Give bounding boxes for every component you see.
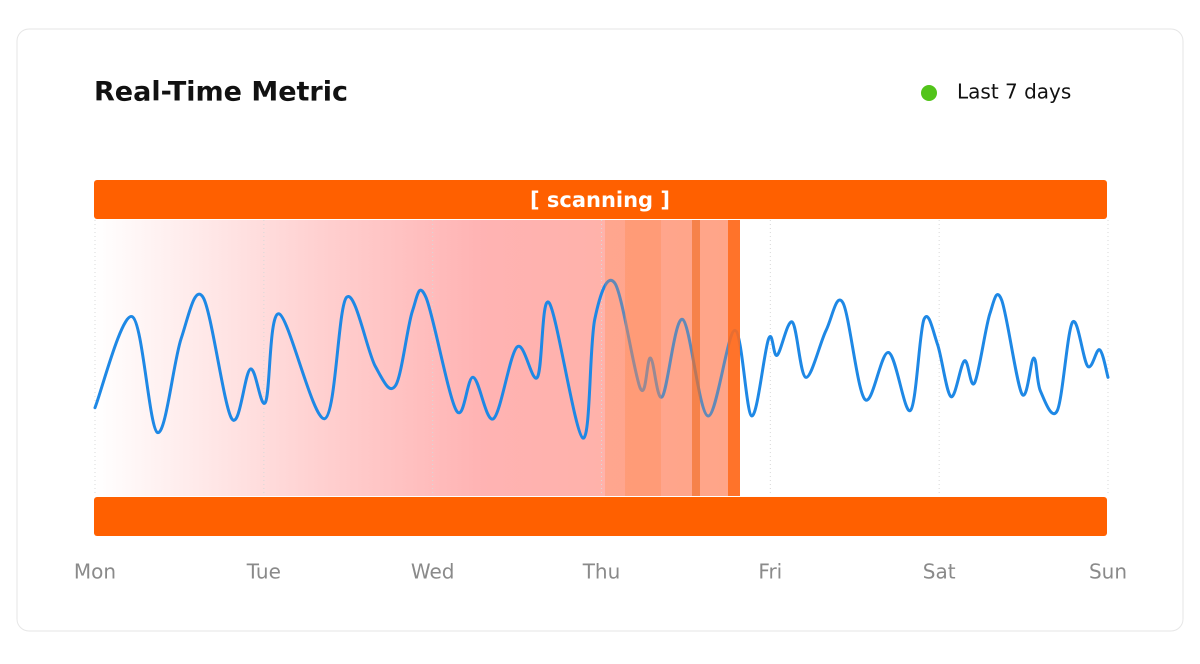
x-axis: Mon Tue Wed Thu Fri Sat Sun bbox=[74, 560, 1127, 584]
x-tick-label: Thu bbox=[582, 560, 621, 584]
scan-bands bbox=[605, 220, 740, 496]
x-tick-label: Sun bbox=[1089, 560, 1127, 584]
scan-bar bbox=[94, 497, 1107, 536]
scan-banner bbox=[94, 180, 1107, 219]
x-tick-label: Sat bbox=[923, 560, 956, 584]
x-tick-label: Mon bbox=[74, 560, 116, 584]
x-tick-label: Tue bbox=[246, 560, 281, 584]
annotation: [ scanning ] bbox=[530, 188, 670, 212]
x-tick-label: Wed bbox=[411, 560, 455, 584]
scan-band bbox=[728, 220, 740, 496]
x-tick-label: Fri bbox=[758, 560, 782, 584]
line bbox=[93, 279, 1110, 440]
scan-band bbox=[625, 220, 661, 496]
plot bbox=[93, 279, 1110, 440]
scan-band bbox=[692, 220, 700, 496]
chart-title: Real-Time Metric bbox=[94, 77, 348, 108]
legend-dot bbox=[921, 85, 937, 101]
legend-label: Last 7 days bbox=[957, 80, 1071, 104]
scan-band bbox=[605, 220, 740, 496]
